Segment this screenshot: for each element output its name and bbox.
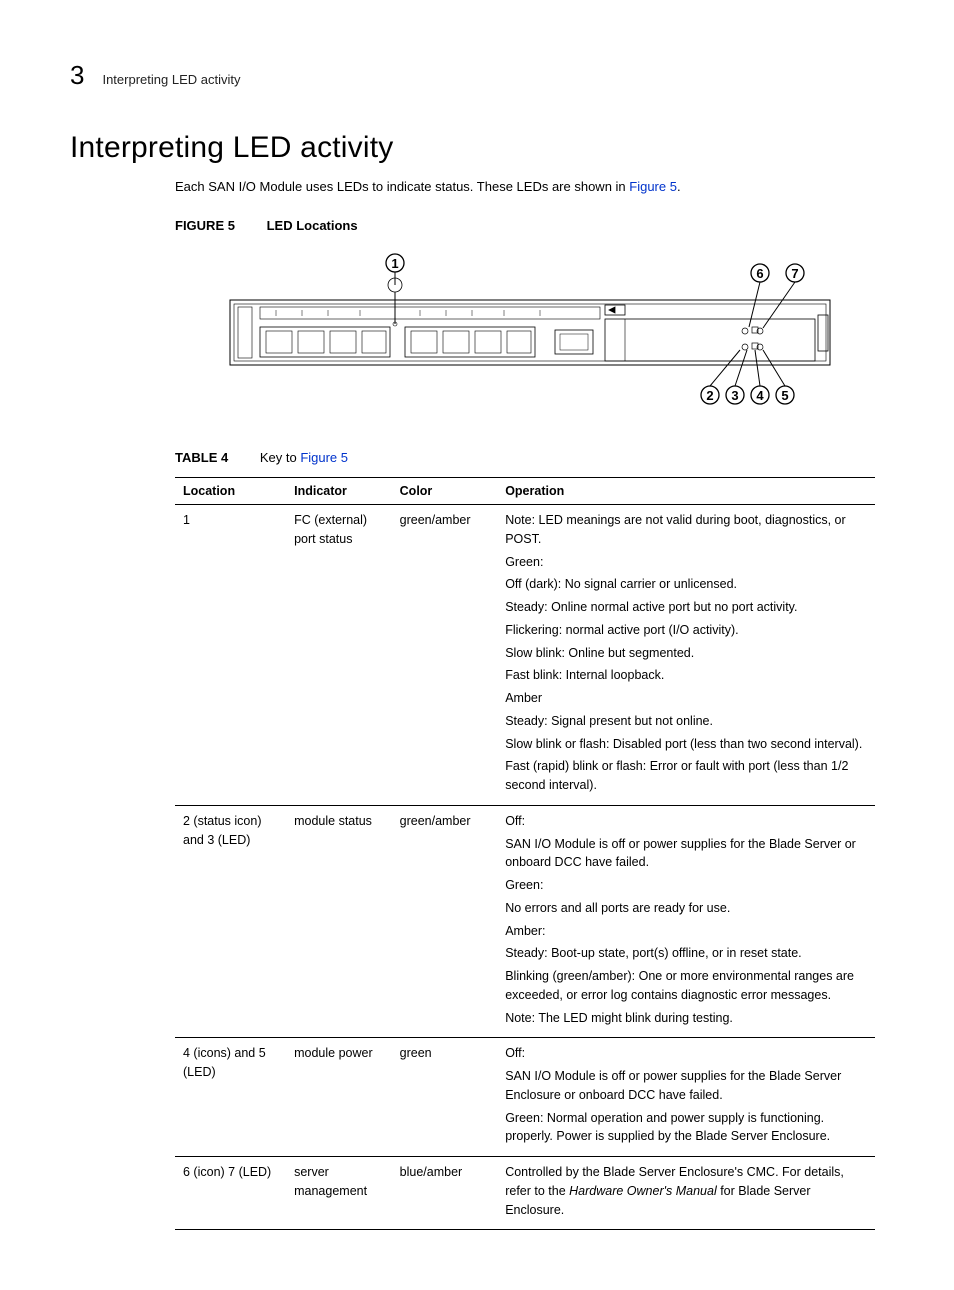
table-row: 6 (icon) 7 (LED)server managementblue/am… bbox=[175, 1157, 875, 1230]
svg-text:5: 5 bbox=[781, 388, 788, 403]
cell-location: 6 (icon) 7 (LED) bbox=[175, 1157, 286, 1230]
cell-color: green/amber bbox=[392, 805, 498, 1038]
table-caption-pre: Key to bbox=[260, 450, 300, 465]
callout-3: 3 bbox=[726, 350, 747, 404]
figure-label-row: FIGURE 5 LED Locations bbox=[175, 218, 884, 233]
figure-link[interactable]: Figure 5 bbox=[629, 179, 677, 194]
callout-1: 1 bbox=[386, 254, 404, 326]
th-indicator: Indicator bbox=[286, 478, 392, 505]
figure-number: FIGURE 5 bbox=[175, 218, 235, 233]
svg-text:1: 1 bbox=[391, 256, 398, 271]
svg-text:4: 4 bbox=[756, 388, 764, 403]
table-row: 2 (status icon) and 3 (LED)module status… bbox=[175, 805, 875, 1038]
cell-color: green/amber bbox=[392, 505, 498, 806]
cell-operation: Note: LED meanings are not valid during … bbox=[497, 505, 875, 806]
callout-6: 6 bbox=[749, 264, 769, 327]
th-color: Color bbox=[392, 478, 498, 505]
table-row: 1FC (external) port statusgreen/amberNot… bbox=[175, 505, 875, 806]
svg-text:6: 6 bbox=[756, 266, 763, 281]
cell-indicator: module status bbox=[286, 805, 392, 1038]
led-table: Location Indicator Color Operation 1FC (… bbox=[175, 477, 875, 1230]
th-location: Location bbox=[175, 478, 286, 505]
cell-operation: Controlled by the Blade Server Enclosure… bbox=[497, 1157, 875, 1230]
table-header-row: Location Indicator Color Operation bbox=[175, 478, 875, 505]
cell-color: blue/amber bbox=[392, 1157, 498, 1230]
figure-link[interactable]: Figure 5 bbox=[300, 450, 348, 465]
cell-operation: Off:SAN I/O Module is off or power suppl… bbox=[497, 805, 875, 1038]
svg-text:3: 3 bbox=[731, 388, 738, 403]
figure-caption: LED Locations bbox=[267, 218, 358, 233]
figure-diagram: 1 6 7 2 bbox=[220, 245, 884, 420]
svg-text:2: 2 bbox=[706, 388, 713, 403]
cell-indicator: server management bbox=[286, 1157, 392, 1230]
th-operation: Operation bbox=[497, 478, 875, 505]
cell-color: green bbox=[392, 1038, 498, 1157]
table-label-row: TABLE 4 Key to Figure 5 bbox=[175, 450, 884, 465]
page-title: Interpreting LED activity bbox=[70, 131, 884, 165]
intro-text-pre: Each SAN I/O Module uses LEDs to indicat… bbox=[175, 179, 629, 194]
callout-4: 4 bbox=[751, 350, 769, 404]
cell-indicator: FC (external) port status bbox=[286, 505, 392, 806]
cell-operation: Off:SAN I/O Module is off or power suppl… bbox=[497, 1038, 875, 1157]
svg-text:7: 7 bbox=[791, 266, 798, 281]
cell-location: 2 (status icon) and 3 (LED) bbox=[175, 805, 286, 1038]
led-locations-svg: 1 6 7 2 bbox=[220, 245, 840, 415]
running-title: Interpreting LED activity bbox=[102, 72, 240, 87]
table-number: TABLE 4 bbox=[175, 450, 228, 465]
intro-text-post: . bbox=[677, 179, 681, 194]
running-header: 3 Interpreting LED activity bbox=[70, 60, 884, 91]
chapter-number: 3 bbox=[70, 60, 84, 91]
intro-paragraph: Each SAN I/O Module uses LEDs to indicat… bbox=[175, 179, 884, 194]
cell-location: 4 (icons) and 5 (LED) bbox=[175, 1038, 286, 1157]
cell-indicator: module power bbox=[286, 1038, 392, 1157]
cell-location: 1 bbox=[175, 505, 286, 806]
table-row: 4 (icons) and 5 (LED)module powergreenOf… bbox=[175, 1038, 875, 1157]
